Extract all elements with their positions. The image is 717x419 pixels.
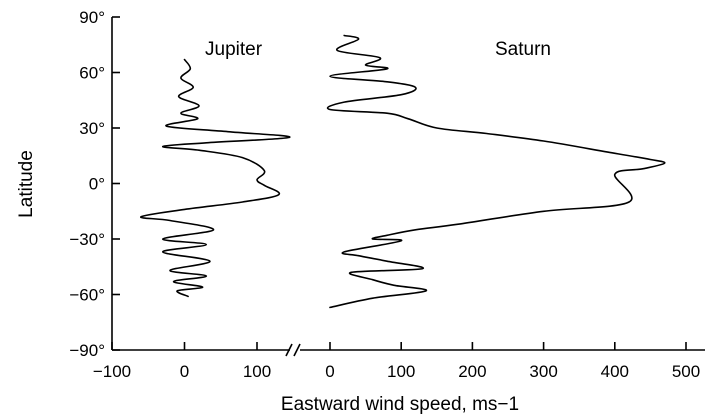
x-tick-label: 500 (672, 362, 700, 381)
series-label-jupiter: Jupiter (205, 39, 263, 60)
y-tick-label: 60° (79, 64, 105, 83)
x-tick-label: 400 (601, 362, 629, 381)
x-tick-label: 0 (325, 362, 334, 381)
y-tick-label: 0° (89, 175, 105, 194)
series-line-jupiter (141, 60, 290, 297)
y-tick-label: 30° (79, 119, 105, 138)
x-axis: −100 0 100 0 100 200 300 400 500 Eastward wind s… (93, 342, 705, 415)
y-tick-label: −60° (69, 286, 105, 305)
y-tick-label: 90° (79, 8, 105, 27)
y-tick-label: −30° (69, 230, 105, 249)
x-tick-label: 200 (458, 362, 486, 381)
y-axis: 90° 60° 30° 0° −30° −60° −90° Latitude (16, 8, 120, 360)
x-tick-label: −100 (93, 362, 131, 381)
x-tick-label: 300 (529, 362, 557, 381)
x-axis-title: Eastward wind speed, ms−1 (281, 394, 519, 415)
axis-break-mark (294, 344, 300, 356)
series-line-saturn (328, 36, 665, 308)
y-tick-label: −90° (69, 341, 105, 360)
x-tick-label: 0 (180, 362, 189, 381)
series-label-saturn: Saturn (495, 39, 551, 60)
x-tick-label: 100 (243, 362, 271, 381)
x-tick-label: 100 (387, 362, 415, 381)
y-axis-title: Latitude (16, 150, 37, 218)
